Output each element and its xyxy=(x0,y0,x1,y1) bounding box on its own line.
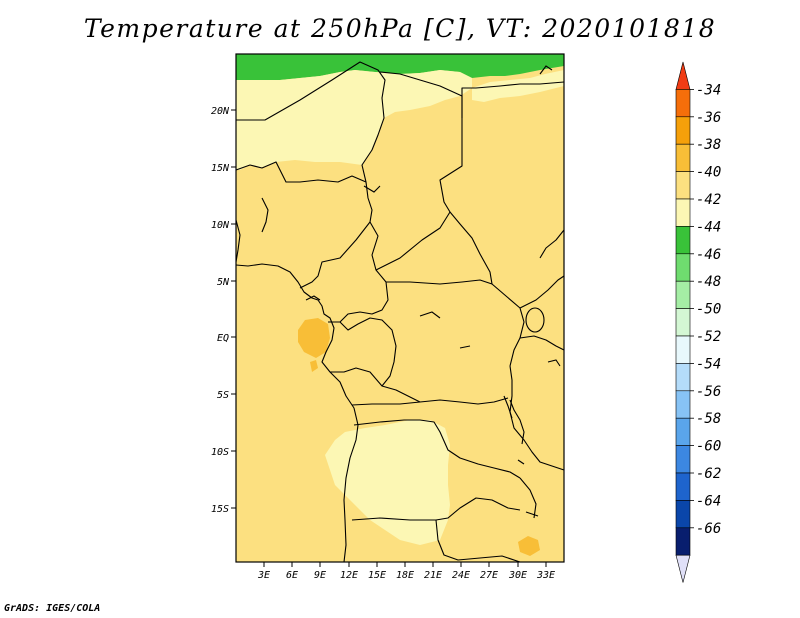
colorbar-swatch xyxy=(675,171,691,200)
lon-label: 21E xyxy=(424,570,442,581)
colorbar-label: -44 xyxy=(696,219,721,235)
contour-fill-minus44 xyxy=(236,54,564,80)
colorbar-label: -50 xyxy=(696,302,721,318)
colorbar-swatch xyxy=(675,116,691,145)
longitude-axis: 3E 6E 9E 12E 15E 18E 21E 24E 27E 30E 33E xyxy=(257,562,555,581)
map-frame xyxy=(235,53,565,563)
colorbar-label: -56 xyxy=(696,384,721,400)
colorbar-label: -46 xyxy=(696,247,721,263)
political-boundaries xyxy=(235,61,565,563)
colorbar-swatch xyxy=(675,472,691,501)
colorbar-swatch xyxy=(675,363,691,392)
grads-credit: GrADS: IGES/COLA xyxy=(4,603,101,614)
colorbar-swatch xyxy=(675,143,691,172)
contour-fill-minus42-northeast xyxy=(472,70,564,102)
lat-label: 20N xyxy=(211,106,230,117)
contour-fill-minus38-islet xyxy=(310,360,318,372)
latitude-axis: 20N 15N 10N 5N EQ 5S 10S 15S xyxy=(211,106,236,515)
lat-label: 5N xyxy=(217,277,230,288)
colorbar-swatch xyxy=(675,308,691,337)
colorbar-swatch xyxy=(675,500,691,529)
lon-label: 6E xyxy=(286,570,298,581)
lon-label: 9E xyxy=(314,570,326,581)
colorbar-legend: -34 -36 -38 -40 -42 -44 -46 -48 -50 -52 -54 -56 -58 -… xyxy=(675,61,721,583)
colorbar-swatch xyxy=(675,226,691,255)
lon-label: 27E xyxy=(480,570,498,581)
lon-label: 15E xyxy=(368,570,386,581)
lon-label: 33E xyxy=(536,570,555,581)
contour-fill-minus42-north xyxy=(236,70,472,170)
colorbar-label: -64 xyxy=(696,493,721,509)
lon-label: 12E xyxy=(340,570,358,581)
colorbar-label: -38 xyxy=(696,137,721,153)
colorbar-swatch xyxy=(675,390,691,419)
contour-fill-minus38-mozambique xyxy=(518,536,540,556)
colorbar-label: -36 xyxy=(696,110,721,126)
colorbar-label: -62 xyxy=(696,466,721,482)
colorbar-swatch xyxy=(675,335,691,364)
lat-label: EQ xyxy=(217,333,229,344)
contour-fill-minus38-gabon xyxy=(298,318,330,358)
map-panel xyxy=(235,53,565,563)
colorbar-swatch xyxy=(675,89,691,118)
colorbar-label: -52 xyxy=(696,329,721,345)
colorbar-label: -48 xyxy=(696,274,721,290)
lat-label: 10S xyxy=(211,447,229,458)
lon-label: 3E xyxy=(257,570,270,581)
colorbar-label: -66 xyxy=(696,521,721,537)
colorbar-swatch xyxy=(675,253,691,282)
colorbar-label: -60 xyxy=(696,439,721,455)
colorbar-swatch xyxy=(675,445,691,474)
contour-fill-minus42-south xyxy=(325,420,450,545)
lakes xyxy=(305,65,561,519)
colorbar-swatch xyxy=(675,527,691,556)
colorbar-label: -54 xyxy=(696,356,721,372)
colorbar-label: -40 xyxy=(696,165,721,181)
lat-label: 5S xyxy=(217,390,229,401)
lat-label: 15S xyxy=(211,504,229,515)
colorbar-bottom-arrow xyxy=(675,554,691,583)
colorbar-top-arrow xyxy=(675,61,691,90)
lon-label: 24E xyxy=(452,570,470,581)
colorbar-label: -58 xyxy=(696,411,721,427)
lat-label: 15N xyxy=(211,163,230,174)
colorbar-swatch xyxy=(675,280,691,309)
lat-label: 10N xyxy=(211,220,230,231)
lon-label: 30E xyxy=(508,570,527,581)
colorbar-swatch xyxy=(675,198,691,227)
chart-title: Temperature at 250hPa [C], VT: 202010181… xyxy=(83,14,717,43)
colorbar-label: -42 xyxy=(696,192,721,208)
colorbar-swatch xyxy=(675,417,691,446)
lon-label: 18E xyxy=(396,570,414,581)
colorbar-label: -34 xyxy=(696,82,721,98)
